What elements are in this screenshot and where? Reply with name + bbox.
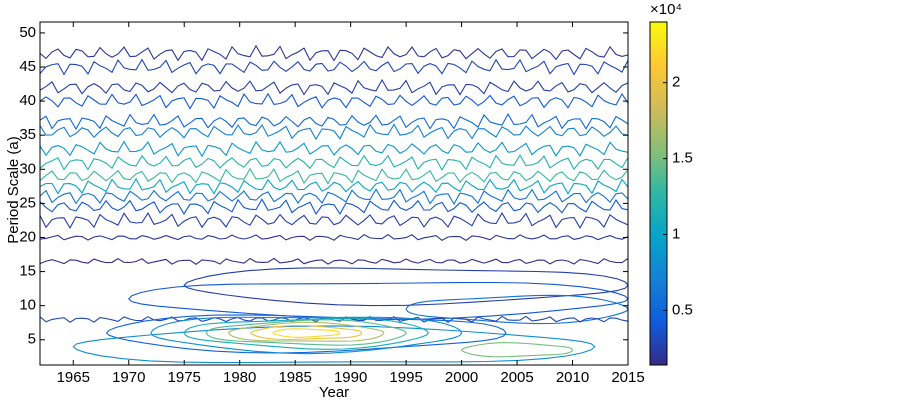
contour-line (250, 324, 363, 341)
contour-line (183, 317, 429, 350)
contours (40, 44, 628, 364)
colorbar-tick-label: 2 (672, 74, 680, 91)
x-tick-label: 1980 (223, 369, 256, 386)
contour-line (40, 257, 628, 265)
contour-line (40, 112, 628, 131)
y-tick-label: 45 (19, 58, 36, 75)
x-tick-label: 2010 (556, 369, 589, 386)
x-tick-label: 2015 (611, 369, 644, 386)
contour-line (40, 188, 628, 206)
contour-line (460, 342, 574, 358)
contour-line (150, 316, 463, 355)
y-tick-label: 10 (19, 297, 36, 314)
contour-line (40, 167, 628, 185)
contour-line (40, 140, 628, 158)
x-tick-label: 2000 (445, 369, 478, 386)
contour-line (205, 319, 407, 346)
y-tick-label: 15 (19, 263, 36, 280)
contour-line (183, 267, 628, 307)
y-tick-label: 30 (19, 160, 36, 177)
y-tick-label: 50 (19, 24, 36, 41)
contour-line (40, 212, 628, 230)
contour-line (40, 44, 628, 62)
x-tick-label: 1975 (168, 369, 201, 386)
colorbar-tick-label: 1.5 (672, 150, 693, 167)
contour-line (40, 92, 628, 110)
contour-line (272, 328, 341, 338)
y-tick-label: 35 (19, 126, 36, 143)
y-tick-label: 5 (28, 331, 36, 348)
contour-line (40, 233, 628, 241)
x-tick-label: 1970 (112, 369, 145, 386)
contour-line (40, 78, 628, 96)
colorbar-tick-label: 0.5 (672, 301, 693, 318)
y-tick-label: 40 (19, 92, 36, 109)
y-tick-label: 25 (19, 194, 36, 211)
contour-line (40, 123, 628, 141)
contour-line (40, 58, 628, 76)
y-axis-label: Period Scale (a) (5, 136, 22, 244)
colorbar-tick-label: 1 (672, 225, 680, 242)
plot-frame (39, 21, 629, 366)
x-tick-label: 1965 (57, 369, 90, 386)
x-axis-label: Year (319, 384, 349, 401)
contour-line (40, 154, 628, 172)
colorbar-scale-label: ×10⁴ (650, 1, 682, 18)
colorbar (649, 21, 668, 366)
x-tick-label: 1985 (278, 369, 311, 386)
x-tick-label: 1990 (334, 369, 367, 386)
contour-line (405, 294, 628, 325)
x-tick-label: 1995 (389, 369, 422, 386)
contour-line (40, 177, 628, 195)
contour-line (128, 281, 628, 320)
contour-line (40, 198, 628, 215)
y-tick-label: 20 (19, 228, 36, 245)
contour-line (72, 325, 596, 364)
x-tick-label: 2005 (500, 369, 533, 386)
contour-line (227, 321, 385, 342)
contour-line (105, 314, 507, 354)
